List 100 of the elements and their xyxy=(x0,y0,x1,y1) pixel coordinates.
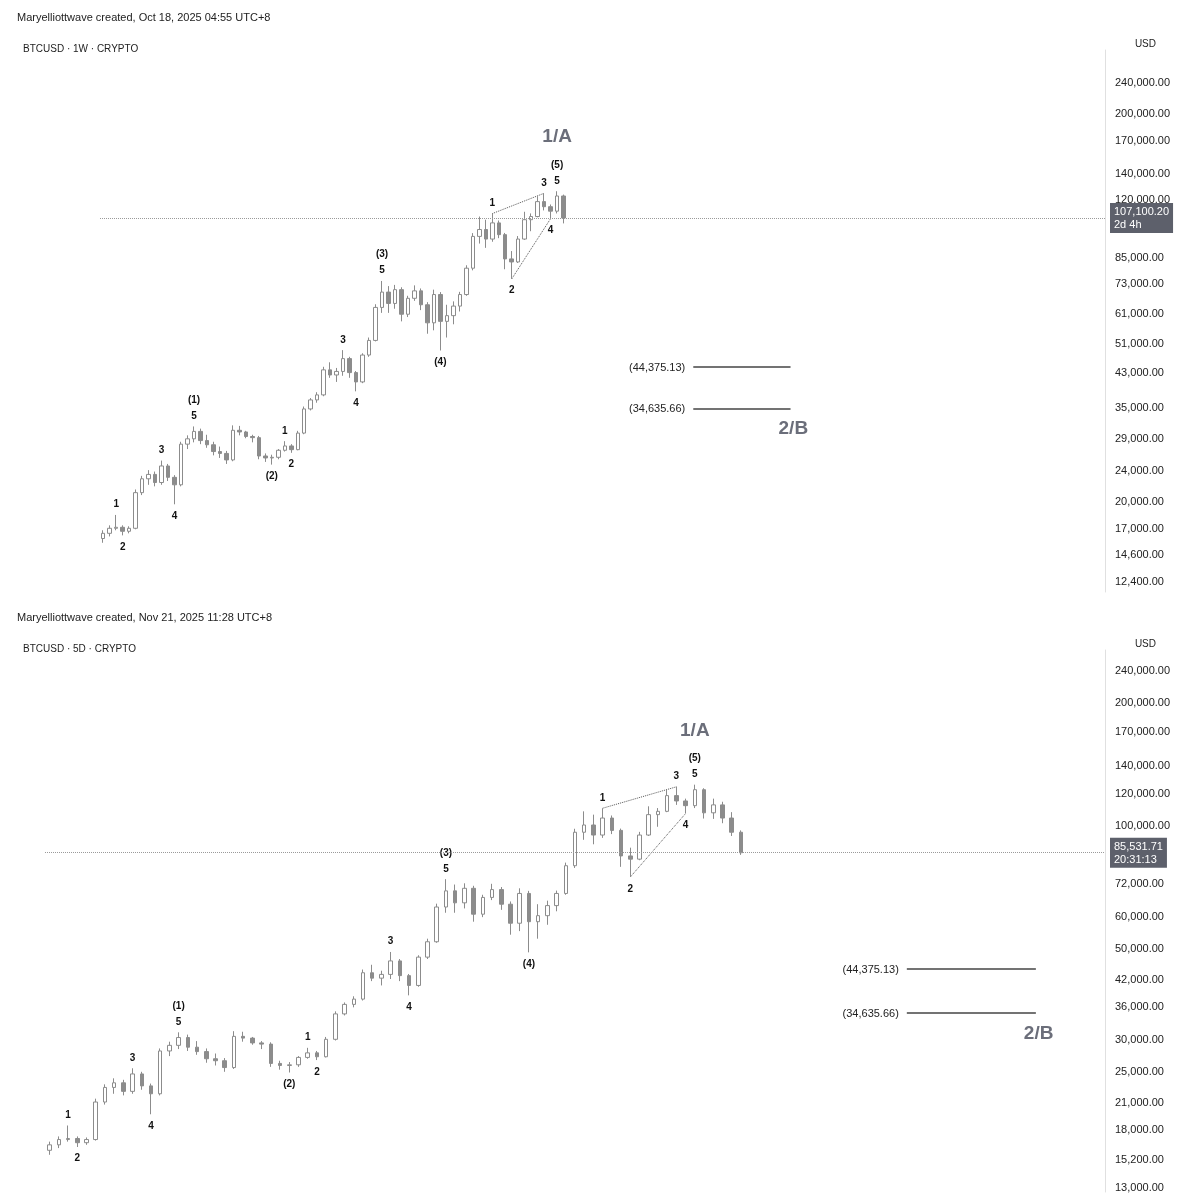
annotation: 5 xyxy=(692,768,699,780)
candlestick xyxy=(231,424,235,462)
y-tick-label: 73,000.00 xyxy=(1115,276,1164,289)
candlestick xyxy=(564,862,568,896)
annotation: 1 xyxy=(599,791,606,803)
candlestick xyxy=(637,831,642,861)
candlestick xyxy=(373,303,378,342)
candlestick xyxy=(591,814,596,845)
candlestick xyxy=(341,349,345,377)
y-tick-label: 50,000.00 xyxy=(1115,942,1164,955)
candlestick xyxy=(554,890,559,912)
candlestick xyxy=(289,443,294,454)
annotation: 5 xyxy=(554,174,561,186)
annotation: 3 xyxy=(387,935,394,947)
ref-line-label: (44,375.13) xyxy=(629,360,686,373)
candlestick xyxy=(458,291,462,312)
ref-line-label: (34,635.66) xyxy=(842,1007,899,1020)
candlestick xyxy=(250,1036,255,1046)
candlestick xyxy=(517,887,522,932)
candlestick xyxy=(198,428,203,445)
candlestick xyxy=(360,352,365,384)
y-axis-title: USD xyxy=(1134,37,1157,49)
y-tick-label: 85,000.00 xyxy=(1115,250,1164,263)
candlestick xyxy=(561,194,566,224)
annotation: (5) xyxy=(551,158,564,170)
candlestick xyxy=(167,1041,172,1057)
candlestick xyxy=(379,970,384,986)
y-tick-label: 15,200.00 xyxy=(1115,1153,1164,1166)
candlestick xyxy=(232,1030,236,1070)
candlestick xyxy=(66,1124,70,1143)
candlestick xyxy=(276,448,281,460)
annotation: (2) xyxy=(283,1078,296,1089)
candlestick xyxy=(224,450,229,465)
candlestick xyxy=(471,232,475,271)
candlestick xyxy=(434,903,439,944)
annotation: 2 xyxy=(508,284,515,296)
candlestick xyxy=(527,890,531,953)
y-tick-label: 43,000.00 xyxy=(1115,365,1164,378)
y-tick-label: 30,000.00 xyxy=(1115,1032,1164,1045)
candlestick xyxy=(490,213,495,243)
y-tick-label: 61,000.00 xyxy=(1115,306,1164,319)
ref-line-label: 85,531.71 20:31:13 xyxy=(1114,840,1163,866)
y-tick-label: 100,000.00 xyxy=(1115,818,1171,831)
candlestick xyxy=(451,300,456,325)
candlestick xyxy=(107,524,112,537)
candlestick xyxy=(324,1036,328,1058)
candlestick xyxy=(244,430,248,439)
candlestick xyxy=(186,1034,190,1052)
candlestick xyxy=(573,828,577,869)
candlestick xyxy=(296,430,300,451)
candlestick xyxy=(133,488,138,530)
annotation: (1) xyxy=(172,999,185,1011)
candlestick xyxy=(471,885,476,923)
candlestick xyxy=(674,786,679,806)
candlestick xyxy=(462,882,467,909)
annotation: 3 xyxy=(541,176,548,188)
candlestick xyxy=(499,886,504,911)
candlestick xyxy=(386,285,391,314)
y-tick-label: 140,000.00 xyxy=(1115,166,1171,179)
candlestick xyxy=(121,1079,126,1096)
candlestick xyxy=(361,969,365,1002)
candlestick xyxy=(75,1135,80,1148)
candlestick xyxy=(146,469,151,486)
candlestick xyxy=(388,951,393,980)
candlestick xyxy=(656,807,660,828)
candlestick xyxy=(47,1141,52,1156)
y-tick-label: 25,000.00 xyxy=(1115,1065,1164,1078)
candlestick xyxy=(305,1047,310,1060)
annotation: (4) xyxy=(434,355,447,367)
candlestick xyxy=(333,1010,338,1041)
annotation: 2/B xyxy=(1023,1022,1054,1044)
candlestick xyxy=(179,441,183,487)
chart-subtitle: BTCUSD · 1W · CRYPTO xyxy=(23,42,139,54)
candlestick xyxy=(425,938,430,960)
candlestick xyxy=(159,460,164,486)
candlestick xyxy=(711,798,716,820)
annotation: 4 xyxy=(148,1119,155,1131)
candlestick xyxy=(130,1067,135,1095)
candlestick xyxy=(112,1077,116,1095)
annotation: 1/A xyxy=(680,718,710,740)
candlestick xyxy=(444,878,448,914)
candlestick xyxy=(516,235,520,264)
annotation: 5 xyxy=(379,264,386,276)
candlestick xyxy=(127,525,131,534)
candlestick xyxy=(347,356,352,379)
y-tick-label: 24,000.00 xyxy=(1115,464,1164,477)
y-tick-label: 17,000.00 xyxy=(1115,522,1164,535)
candlestick xyxy=(140,475,144,496)
candlestick xyxy=(490,883,494,901)
candlestick xyxy=(693,784,697,809)
candlestick xyxy=(416,954,421,988)
y-tick-label: 20,000.00 xyxy=(1115,494,1164,507)
annotation: 2 xyxy=(627,882,634,894)
candlestick xyxy=(399,286,404,322)
candlestick xyxy=(398,958,402,982)
chart-title: Maryelliottwave created, Nov 21, 2025 11:28 UTC+8 xyxy=(17,610,273,623)
chart-title: Maryelliottwave created, Oct 18, 2025 04:55 UTC+8 xyxy=(17,10,271,23)
chart-subtitle: BTCUSD · 5D · CRYPTO xyxy=(23,642,137,654)
annotation: 3 xyxy=(158,444,165,456)
candlestick xyxy=(120,524,125,536)
